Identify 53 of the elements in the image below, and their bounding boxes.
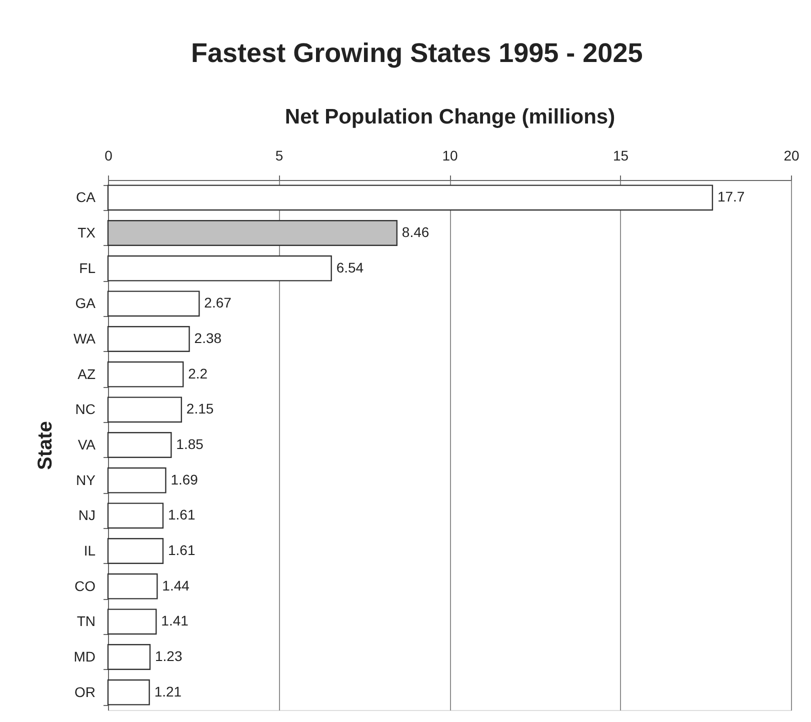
data-label: 1.21 [154, 683, 182, 700]
bar [107, 220, 398, 246]
y-tick-label: CA [76, 189, 96, 206]
y-tick-label: NC [75, 401, 96, 418]
x-tick-label: 15 [612, 148, 629, 164]
bar [107, 502, 164, 529]
data-label: 2.15 [186, 400, 214, 417]
data-label: 1.41 [161, 612, 189, 629]
y-tick-label: TX [78, 224, 96, 240]
y-tick-label: MD [74, 648, 96, 664]
y-tick-label: NY [76, 472, 96, 488]
data-label: 1.61 [168, 506, 196, 523]
data-label: 2.38 [194, 330, 222, 346]
bar [107, 644, 151, 670]
data-label: 1.23 [155, 648, 182, 664]
bar [107, 608, 157, 635]
chart-title: Fastest Growing States 1995 - 2025 [191, 38, 643, 68]
y-tick-label: VA [78, 436, 96, 452]
x-tick-label: 10 [442, 148, 458, 164]
y-tick-label: NJ [78, 507, 96, 524]
data-label: 8.46 [402, 224, 430, 240]
bar [107, 432, 172, 458]
x-tick-label: 0 [104, 148, 113, 164]
data-label: 6.54 [336, 259, 364, 276]
x-tick-label: 20 [784, 148, 800, 164]
y-tick-label: CO [74, 578, 96, 594]
x-tick-label: 5 [275, 148, 284, 164]
data-label: 1.69 [170, 471, 198, 488]
y-tick-label: AZ [78, 366, 96, 382]
y-tick-label: OR [74, 684, 96, 700]
data-label: 17.7 [717, 188, 745, 205]
bar [107, 326, 190, 352]
data-label: 1.85 [176, 436, 204, 452]
data-label: 2.67 [204, 294, 232, 311]
bar [107, 573, 158, 600]
bar [107, 396, 182, 423]
bar [107, 255, 332, 282]
bar [107, 290, 200, 317]
bar [107, 538, 164, 564]
x-axis-title: Net Population Change (millions) [284, 106, 616, 128]
y-tick-label: GA [75, 295, 96, 312]
data-label: 2.2 [188, 365, 208, 382]
bar [107, 184, 714, 211]
bar [107, 679, 150, 706]
y-tick-label: IL [84, 542, 96, 558]
y-axis-title: State [34, 421, 56, 470]
y-tick-label: FL [79, 260, 96, 276]
bar [107, 467, 166, 494]
data-label: 1.44 [162, 577, 190, 594]
y-tick-label: WA [73, 330, 96, 346]
bar [107, 361, 184, 388]
y-tick-label: TN [76, 613, 96, 630]
data-label: 1.61 [168, 542, 196, 558]
